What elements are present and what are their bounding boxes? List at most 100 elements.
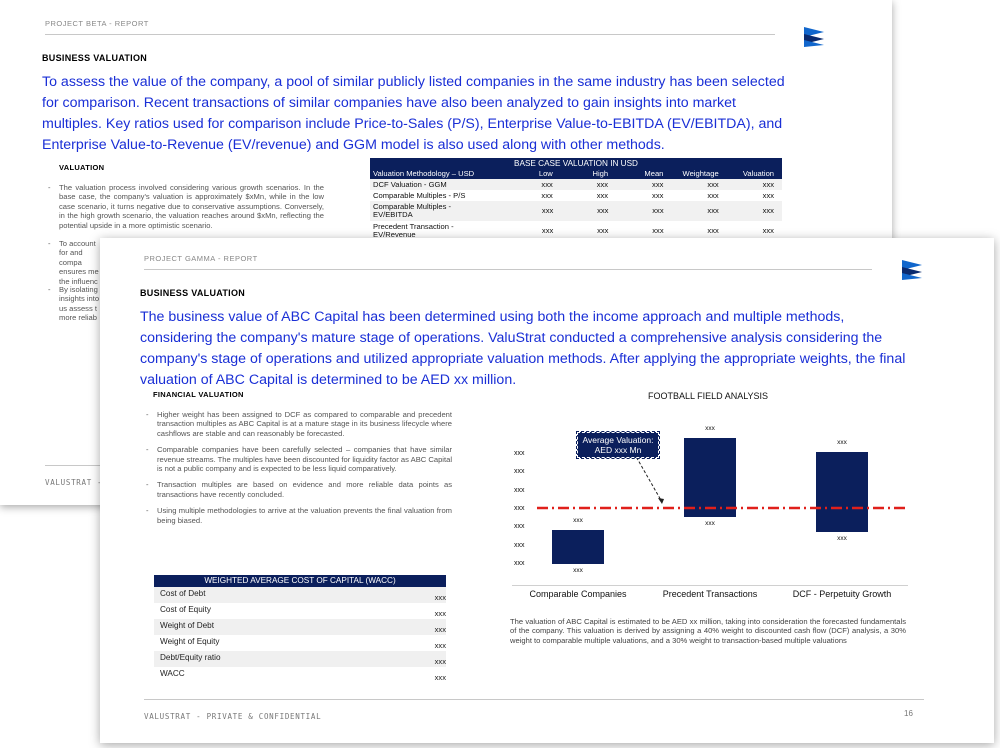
table-cell: xxx	[707, 206, 719, 215]
valustrat-logo-icon	[804, 27, 824, 47]
column-header: High	[592, 169, 609, 178]
y-tick-label: xxx	[514, 541, 525, 549]
bullet-item: The valuation process involved consideri…	[46, 183, 324, 230]
table-cell: Comparable Multiples - EV/EBITDA	[373, 202, 452, 219]
bar-high-label: xxx	[573, 517, 583, 525]
table-row: Debt/Equity ratio xxx	[154, 651, 446, 667]
row-value: xxx	[434, 609, 446, 618]
arrow-head	[658, 497, 664, 504]
table-cell: xxx	[652, 191, 664, 200]
x-tick-label: DCF - Perpetuity Growth	[792, 589, 892, 599]
column-header: Low	[538, 169, 553, 178]
page-number: 16	[904, 709, 913, 718]
header-divider	[45, 34, 775, 35]
average-valuation-line	[537, 452, 907, 510]
table-cell: xxx	[707, 191, 719, 200]
bar-low-label: xxx	[573, 566, 583, 574]
bullet-item: Comparable companies have been carefully…	[144, 445, 452, 473]
table-body: DCF Valuation - GGM xxx xxx xxx xxx xxx …	[370, 179, 782, 237]
base-case-valuation-table: BASE CASE VALUATION IN USD Valuation Met…	[370, 158, 782, 237]
y-tick-label: xxx	[514, 450, 525, 457]
y-tick-label: xxx	[514, 504, 525, 512]
range-bar	[816, 451, 868, 533]
bar-low-label: xxx	[705, 520, 715, 528]
table-cell: Comparable Multiples - P/S	[373, 191, 466, 200]
table-cell: xxx	[762, 180, 775, 189]
table-cell: xxx	[707, 180, 719, 189]
table-row: Weight of Debt xxx	[154, 619, 446, 635]
row-value: xxx	[434, 641, 446, 650]
x-tick-label: Comparable Companies	[529, 589, 627, 599]
row-value: xxx	[434, 593, 446, 602]
y-tick-label: xxx	[514, 486, 525, 494]
table-row: Comparable Multiples - P/S xxx xxx xxx x…	[370, 190, 782, 201]
row-value: xxx	[434, 625, 446, 634]
row-label: WACC	[160, 669, 185, 678]
column-header: Valuation	[742, 169, 775, 178]
row-label: Cost of Equity	[160, 605, 211, 614]
table-cell: xxx	[541, 191, 553, 200]
annotation-arrow	[633, 452, 663, 503]
table-cell: xxx	[596, 191, 609, 200]
table-cell: xxx	[762, 191, 775, 200]
bar-high-label: xxx	[837, 438, 847, 446]
table-row: Comparable Multiples - EV/EBITDA xxx xxx…	[370, 201, 782, 221]
table-cell: xxx	[597, 206, 609, 215]
table-cell: xxx	[652, 206, 664, 215]
page-footer: VALUSTRAT -	[45, 478, 103, 487]
table-header-row: Valuation Methodology – USD Low High Mea…	[370, 169, 782, 179]
table-title: BASE CASE VALUATION IN USD	[370, 158, 782, 169]
bar-high-label: xxx	[705, 425, 715, 433]
page-footer: VALUSTRAT - PRIVATE & CONFIDENTIAL	[144, 712, 322, 721]
table-cell: xxx	[597, 226, 609, 235]
table-cell: xxx	[652, 180, 664, 189]
valuation-bullets: The valuation process involved consideri…	[46, 183, 324, 239]
average-valuation-annotation: Average Valuation: AED xxx Mn	[576, 431, 660, 459]
row-value: xxx	[434, 673, 446, 682]
bullet-item: Transaction multiples are based on evide…	[144, 480, 452, 499]
y-tick-label: xxx	[514, 468, 525, 476]
table-row: DCF Valuation - GGM xxx xxx xxx xxx xxx	[370, 179, 782, 190]
column-header: Weightage	[682, 169, 719, 178]
chart-caption: The valuation of ABC Capital is estimate…	[510, 617, 906, 645]
valustrat-logo-icon	[902, 260, 922, 280]
header-divider	[144, 269, 872, 270]
lead-paragraph: The business value of ABC Capital has be…	[140, 309, 906, 388]
bullet-item: Higher weight has been assigned to DCF a…	[144, 410, 452, 438]
bullet-item: Using multiple methodologies to arrive a…	[144, 506, 452, 525]
page-header: PROJECT GAMMA - REPORT	[144, 254, 258, 263]
footer-divider	[144, 699, 924, 700]
x-axis-line	[512, 585, 908, 586]
table-row: Precedent Transaction - EV/Revenue xxx x…	[370, 221, 782, 238]
valuation-subtitle: VALUATION	[59, 163, 105, 172]
table-row: Cost of Debt xxx	[154, 587, 446, 603]
chart-title: FOOTBALL FIELD ANALYSIS	[648, 391, 769, 401]
table-row: Cost of Equity xxx	[154, 603, 446, 619]
table-cell: xxx	[762, 206, 774, 215]
table-cell: xxx	[541, 226, 554, 235]
footer-divider	[45, 465, 100, 466]
table-cell: DCF Valuation - GGM	[373, 180, 447, 189]
bullet-item: To account for and compa ensures me the …	[46, 239, 104, 286]
table-row: WACC xxx	[154, 667, 446, 683]
table-cell: xxx	[707, 226, 719, 235]
report-page-gamma: PROJECT GAMMA - REPORT BUSINESS VALUATIO…	[100, 238, 994, 743]
table-cell: xxx	[541, 180, 553, 189]
range-bar	[684, 438, 736, 518]
table-cell: xxx	[541, 206, 554, 215]
wacc-table-title: WEIGHTED AVERAGE COST OF CAPITAL (WACC)	[154, 575, 446, 587]
financial-valuation-subtitle: FINANCIAL VALUATION	[153, 390, 244, 399]
lead-paragraph: To assess the value of the company, a po…	[42, 74, 785, 153]
section-title: BUSINESS VALUATION	[42, 53, 148, 63]
column-header: Mean	[644, 169, 664, 178]
table-cell: xxx	[762, 226, 774, 235]
row-label: Cost of Debt	[160, 589, 206, 598]
y-tick-label: xxx	[514, 523, 525, 531]
table-cell: xxx	[596, 180, 609, 189]
column-header: Valuation Methodology – USD	[373, 169, 475, 178]
table-cell: Precedent Transaction - EV/Revenue	[373, 222, 454, 238]
section-title: BUSINESS VALUATION	[140, 288, 246, 298]
page-header: PROJECT BETA - REPORT	[45, 19, 149, 28]
table-row: Weight of Equity xxx	[154, 635, 446, 651]
bar-low-label: xxx	[837, 535, 847, 543]
